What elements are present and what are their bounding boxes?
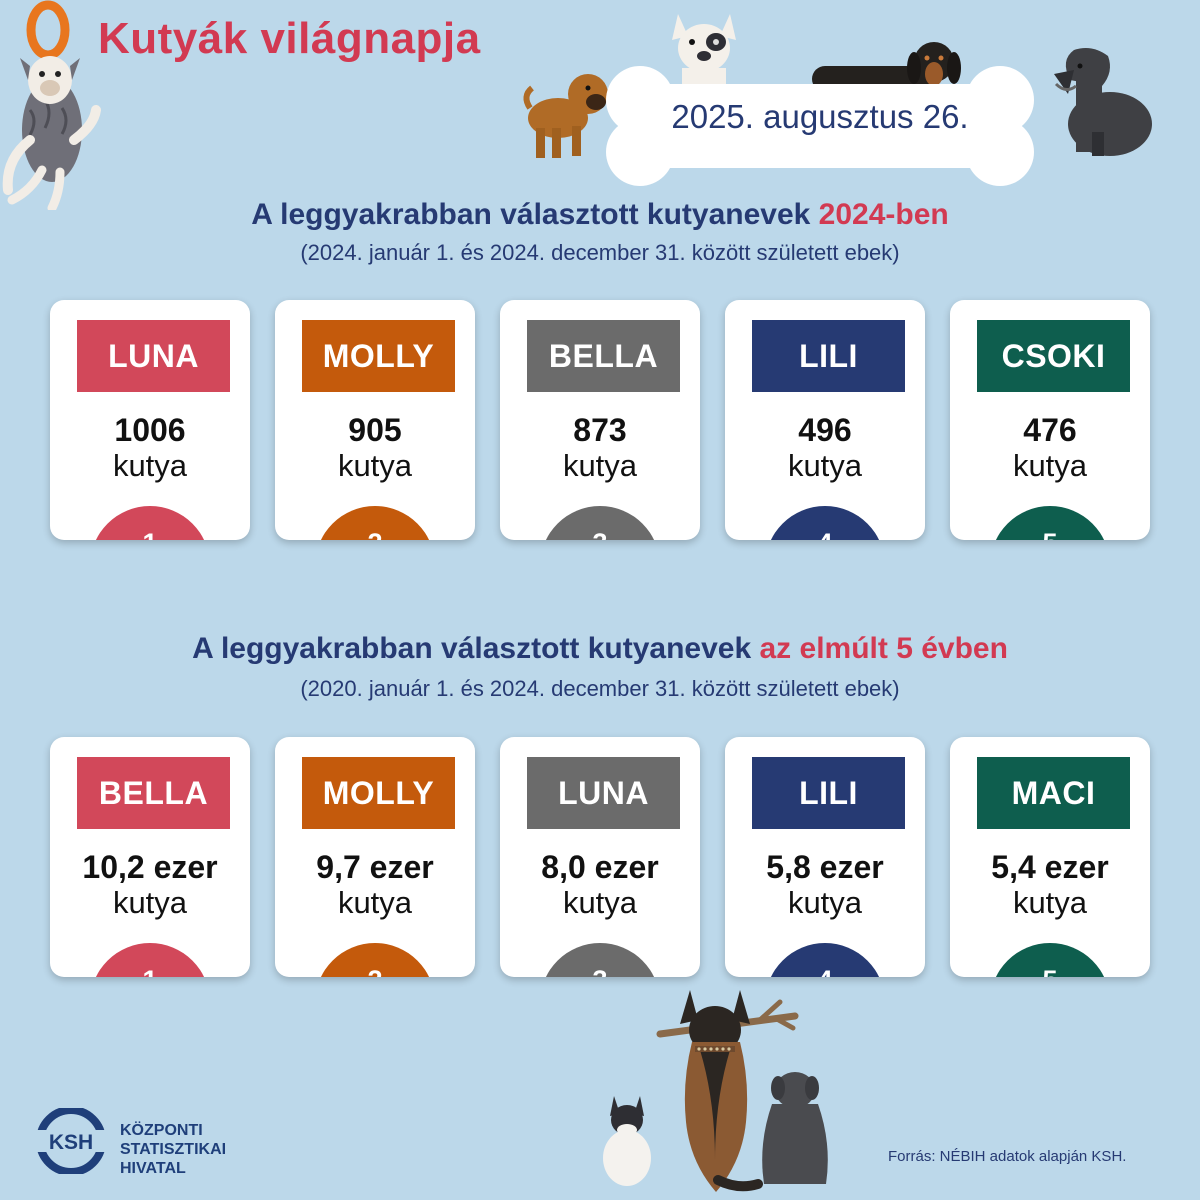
dog-name-label: LUNA bbox=[527, 757, 680, 829]
dog-count-unit: kutya bbox=[787, 885, 863, 920]
rank-badge: 1 bbox=[90, 943, 210, 977]
dogs-from-behind-illustration bbox=[603, 990, 828, 1192]
dog-count-unit: kutya bbox=[112, 448, 188, 483]
rank-badge: 5 bbox=[990, 943, 1110, 977]
dog-name-label: BELLA bbox=[77, 757, 230, 829]
dog-count-unit: kutya bbox=[562, 448, 638, 483]
section2-card-4: LILI 5,8 ezer kutya 4 bbox=[725, 737, 925, 977]
dog-count: 496 bbox=[798, 412, 852, 448]
dog-count-unit: kutya bbox=[562, 885, 638, 920]
ksh-logo-line2: STATISZTIKAI bbox=[120, 1141, 227, 1158]
section1-card-4: LILI 496 kutya 4 bbox=[725, 300, 925, 540]
dog-name-label: MACI bbox=[977, 757, 1130, 829]
section1-card-1: LUNA 1006 kutya 1 bbox=[50, 300, 250, 540]
dog-count-unit: kutya bbox=[112, 885, 188, 920]
rank-badge: 2 bbox=[315, 506, 435, 540]
section1-heading-main: A leggyakrabban választott kutyanevek bbox=[251, 198, 819, 231]
dog-name-label: MOLLY bbox=[302, 757, 455, 829]
dog-count: 905 bbox=[348, 412, 402, 448]
source-note: Forrás: NÉBIH adatok alapján KSH. bbox=[888, 1148, 1127, 1165]
dog-count: 8,0 ezer bbox=[541, 849, 659, 885]
section1-card-2: MOLLY 905 kutya 2 bbox=[275, 300, 475, 540]
section1-card-3: BELLA 873 kutya 3 bbox=[500, 300, 700, 540]
french-bulldog-illustration bbox=[672, 14, 736, 86]
dog-name-label: CSOKI bbox=[977, 320, 1130, 392]
page-title: Kutyák világnapja bbox=[98, 14, 481, 63]
dog-count: 476 bbox=[1023, 412, 1077, 448]
section2-heading-accent: az elmúlt 5 évben bbox=[759, 632, 1008, 665]
dog-count-unit: kutya bbox=[337, 448, 413, 483]
dog-count: 10,2 ezer bbox=[82, 849, 218, 885]
section1-subheading: (2024. január 1. és 2024. december 31. k… bbox=[300, 240, 900, 265]
rank-badge: 4 bbox=[765, 506, 885, 540]
dog-count-unit: kutya bbox=[1012, 885, 1088, 920]
section2-card-2: MOLLY 9,7 ezer kutya 2 bbox=[275, 737, 475, 977]
event-date: 2025. augusztus 26. bbox=[671, 98, 969, 135]
section2-card-3: LUNA 8,0 ezer kutya 3 bbox=[500, 737, 700, 977]
dog-count: 1006 bbox=[114, 412, 186, 448]
dog-count: 5,4 ezer bbox=[991, 849, 1109, 885]
section2-subheading: (2020. január 1. és 2024. december 31. k… bbox=[300, 676, 900, 701]
ksh-logo-line3: HIVATAL bbox=[120, 1160, 186, 1177]
rank-badge: 3 bbox=[540, 943, 660, 977]
section1-card-5: CSOKI 476 kutya 5 bbox=[950, 300, 1150, 540]
ksh-logo-abbr: KSH bbox=[49, 1131, 93, 1154]
rank-badge: 3 bbox=[540, 506, 660, 540]
section2-heading: A leggyakrabban választott kutyanevek az… bbox=[0, 632, 1200, 666]
dog-count: 9,7 ezer bbox=[316, 849, 434, 885]
dog-count-unit: kutya bbox=[337, 885, 413, 920]
ksh-logo-text: KÖZPONTI STATISZTIKAI HIVATAL bbox=[120, 1121, 226, 1178]
brown-dog-illustration bbox=[523, 74, 608, 158]
section2-heading-main: A leggyakrabban választott kutyanevek bbox=[192, 632, 760, 665]
rank-badge: 4 bbox=[765, 943, 885, 977]
dog-name-label: BELLA bbox=[527, 320, 680, 392]
dog-name-label: LILI bbox=[752, 757, 905, 829]
rank-badge: 2 bbox=[315, 943, 435, 977]
dog-with-ring-toy-illustration bbox=[2, 0, 101, 210]
rank-badge: 5 bbox=[990, 506, 1110, 540]
section2-card-5: MACI 5,4 ezer kutya 5 bbox=[950, 737, 1150, 977]
dog-count: 873 bbox=[573, 412, 627, 448]
dog-name-label: MOLLY bbox=[302, 320, 455, 392]
bone-shape bbox=[606, 66, 1034, 186]
rank-badge: 1 bbox=[90, 506, 210, 540]
section1-heading: A leggyakrabban választott kutyanevek 20… bbox=[0, 198, 1200, 232]
ksh-logo-icon: KSH bbox=[32, 1108, 110, 1174]
section1-heading-accent: 2024-ben bbox=[818, 198, 949, 231]
dog-count-unit: kutya bbox=[787, 448, 863, 483]
section2-card-1: BELLA 10,2 ezer kutya 1 bbox=[50, 737, 250, 977]
dog-count: 5,8 ezer bbox=[766, 849, 884, 885]
dog-name-label: LUNA bbox=[77, 320, 230, 392]
dog-count-unit: kutya bbox=[1012, 448, 1088, 483]
ksh-logo-line1: KÖZPONTI bbox=[120, 1122, 203, 1139]
schnauzer-illustration bbox=[1054, 48, 1152, 156]
dog-name-label: LILI bbox=[752, 320, 905, 392]
